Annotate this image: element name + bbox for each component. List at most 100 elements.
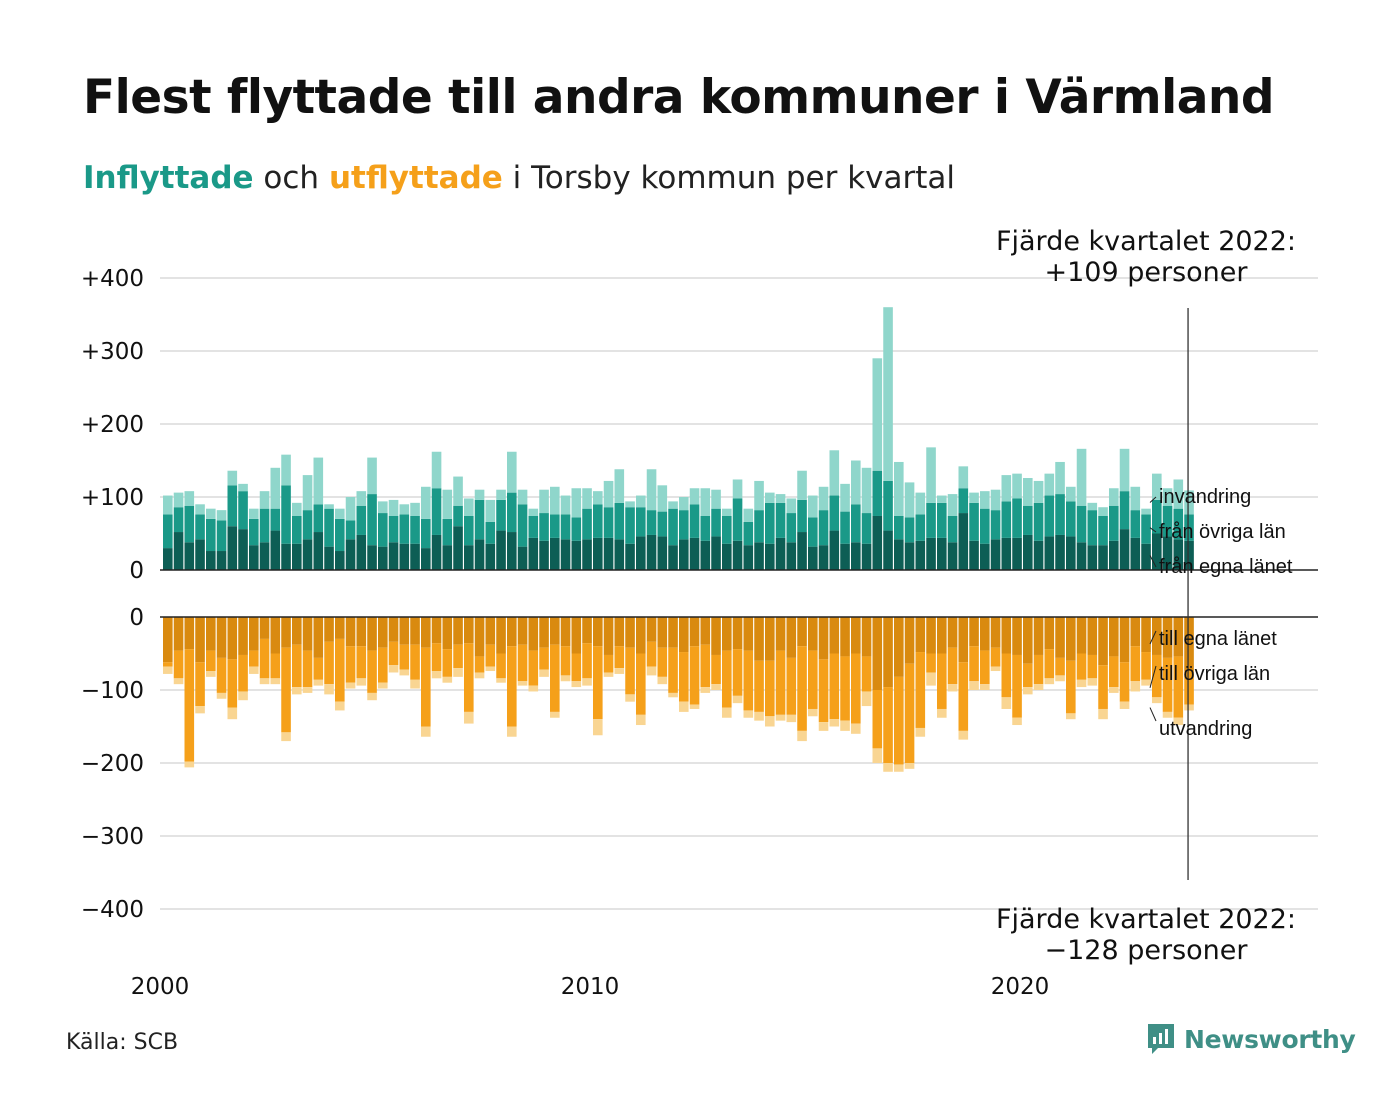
bar-in-abroad <box>786 498 797 514</box>
bar-in-other-counties <box>1076 505 1087 543</box>
series-label-out: utvandring <box>1159 718 1252 740</box>
bar-out-own-county <box>388 617 399 642</box>
bar-in-abroad <box>173 492 184 508</box>
bar-out-abroad <box>1109 687 1119 693</box>
bar-out-abroad <box>453 668 463 677</box>
bar-in-other-counties <box>840 511 850 544</box>
bar-out-abroad <box>883 763 893 772</box>
bar-out-own-county <box>593 617 603 647</box>
bar-in-own-county <box>1130 537 1141 570</box>
series-leader-line <box>1149 555 1157 568</box>
bar-in-other-counties <box>163 514 173 549</box>
bar-out-other-counties <box>1012 654 1022 718</box>
bar-in-own-county <box>227 526 238 570</box>
bar-out-abroad <box>1001 697 1012 709</box>
bar-in-other-counties <box>539 513 549 541</box>
bar-in-abroad <box>442 489 453 519</box>
bar-out-abroad <box>625 694 635 702</box>
bar-out-other-counties <box>431 643 442 672</box>
bar-in-own-county <box>722 543 732 570</box>
bar-in-own-county <box>421 548 431 570</box>
bar-in-own-county <box>851 542 861 570</box>
bar-out-other-counties <box>1076 653 1087 680</box>
series-leader-line <box>1149 496 1157 503</box>
newsworthy-logo[interactable]: Newsworthy <box>1146 1022 1356 1056</box>
bar-in-own-county <box>1184 540 1194 570</box>
bar-in-abroad <box>313 457 324 505</box>
bar-out-own-county <box>1012 617 1022 655</box>
bar-in-own-county <box>818 545 829 570</box>
bar-out-other-counties <box>958 662 969 731</box>
bar-in-other-counties <box>593 504 603 538</box>
bar-in-other-counties <box>517 504 528 547</box>
bar-out-abroad <box>249 666 259 674</box>
bar-out-own-county <box>861 617 872 657</box>
bar-in-own-county <box>689 537 700 570</box>
bar-out-other-counties <box>775 650 786 715</box>
bar-in-own-county <box>1066 536 1076 570</box>
bar-out-abroad <box>861 691 872 707</box>
bar-in-abroad <box>485 499 496 522</box>
bar-out-other-counties <box>1001 653 1012 698</box>
bar-out-other-counties <box>410 644 420 680</box>
bar-in-other-counties <box>453 505 463 527</box>
bar-in-other-counties <box>1087 510 1098 546</box>
bar-out-other-counties <box>679 652 689 702</box>
bar-out-own-county <box>808 617 818 651</box>
bar-in-abroad <box>754 480 764 511</box>
bar-out-own-county <box>1109 617 1119 657</box>
bar-out-own-county <box>184 617 195 650</box>
bar-out-abroad <box>646 666 657 676</box>
bar-in-abroad <box>711 489 721 509</box>
bar-out-abroad <box>1012 717 1022 726</box>
bar-in-own-county <box>1023 534 1033 570</box>
bar-out-abroad <box>184 761 195 768</box>
bar-in-other-counties <box>668 508 678 546</box>
bar-out-abroad <box>668 692 678 698</box>
bar-in-own-county <box>614 539 625 570</box>
bar-in-abroad <box>657 485 668 512</box>
bar-in-abroad <box>281 454 291 486</box>
bar-in-abroad <box>345 497 356 521</box>
bar-out-other-counties <box>1098 665 1108 709</box>
bar-out-own-county <box>883 617 893 688</box>
series-leader-line <box>1149 630 1157 645</box>
series-label-out: till egna länet <box>1159 628 1277 650</box>
bar-out-abroad <box>689 704 700 709</box>
bar-out-abroad <box>1162 711 1173 718</box>
bar-in-other-counties <box>872 470 883 516</box>
bar-out-own-county <box>851 617 861 654</box>
bar-in-own-county <box>431 534 442 570</box>
bar-out-abroad <box>1033 684 1044 690</box>
bar-in-own-county <box>765 543 775 570</box>
bar-in-own-county <box>281 543 291 570</box>
annotation-top-line2: +109 personer <box>1044 257 1248 288</box>
bar-in-own-county <box>313 532 324 570</box>
bar-out-own-county <box>625 617 635 648</box>
x-tick-label: 2020 <box>991 974 1050 1000</box>
bar-in-abroad <box>689 488 700 505</box>
y-tick-label: +300 <box>81 339 144 365</box>
bar-in-own-county <box>388 542 399 570</box>
bar-out-own-county <box>915 617 926 653</box>
bar-out-other-counties <box>765 660 775 717</box>
bar-out-abroad <box>636 714 646 726</box>
bar-out-other-counties <box>313 657 324 680</box>
bar-out-other-counties <box>1033 654 1044 685</box>
bar-out-own-county <box>1173 617 1184 657</box>
bar-out-abroad <box>765 716 775 727</box>
bar-out-other-counties <box>388 641 399 666</box>
bar-out-own-county <box>990 617 1001 648</box>
bar-in-other-counties <box>1012 498 1022 538</box>
bar-in-own-county <box>754 542 764 570</box>
bar-in-own-county <box>1033 540 1044 570</box>
bar-out-own-county <box>754 617 764 661</box>
bar-out-other-counties <box>356 646 367 679</box>
bar-out-other-counties <box>517 644 528 682</box>
bar-in-abroad <box>356 491 367 506</box>
bar-in-other-counties <box>571 517 582 541</box>
bar-in-abroad <box>743 508 754 522</box>
bar-out-abroad <box>1076 679 1087 688</box>
bar-out-own-county <box>227 617 238 660</box>
series-leader-line <box>1149 665 1157 688</box>
